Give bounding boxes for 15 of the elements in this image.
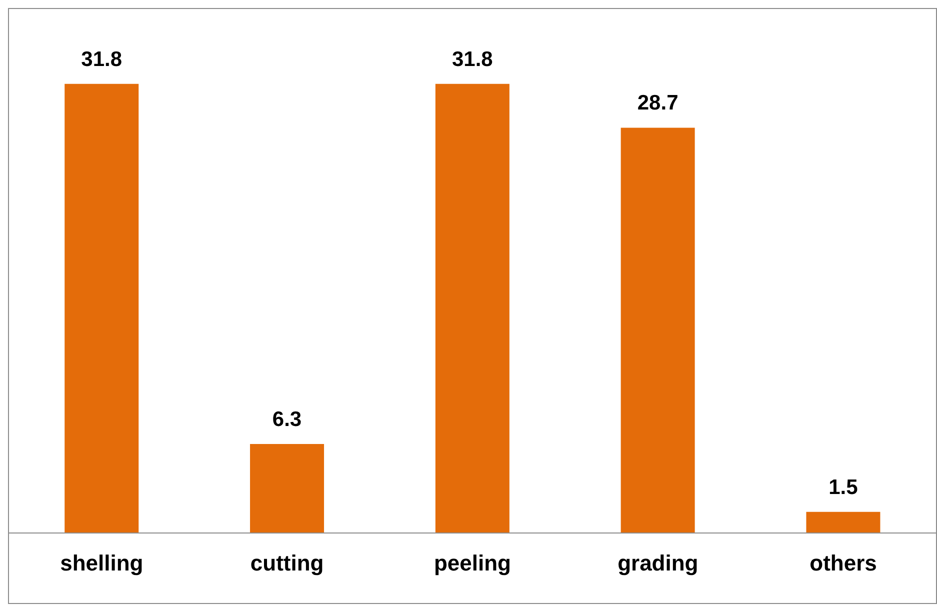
bar — [806, 512, 880, 533]
x-tick-label: shelling — [60, 550, 144, 576]
data-label: 28.7 — [637, 92, 678, 115]
data-label: 1.5 — [828, 476, 858, 499]
x-tick-label: peeling — [434, 550, 512, 576]
bar — [620, 128, 695, 533]
data-label: 31.8 — [81, 48, 122, 71]
x-tick-label: cutting — [250, 550, 324, 576]
bar — [435, 84, 510, 533]
bar — [250, 444, 324, 533]
x-tick-label: grading — [618, 550, 698, 576]
bar — [64, 84, 139, 533]
x-tick-label: others — [810, 550, 877, 576]
data-label: 31.8 — [452, 48, 494, 71]
data-label: 6.3 — [272, 408, 302, 432]
